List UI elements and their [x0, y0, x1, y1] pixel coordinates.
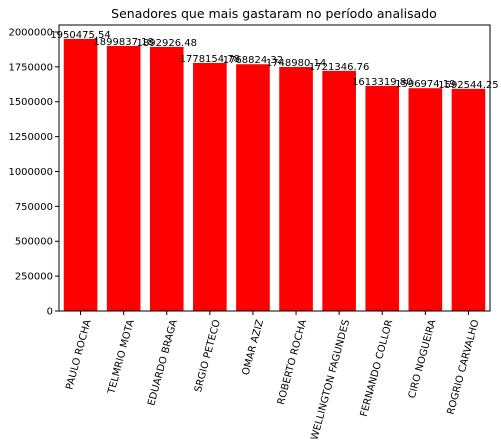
bar [408, 88, 443, 311]
bar [149, 46, 184, 312]
chart-title: Senadores que mais gastaram no período a… [111, 6, 437, 21]
data-label: 1748980.14 [266, 58, 326, 69]
data-label: 1592544.25 [438, 80, 498, 91]
bars-group [63, 38, 486, 312]
y-tick-label: 1250000 [8, 132, 53, 143]
y-tick-label: 1000000 [8, 167, 53, 178]
y-tick-label: 750000 [15, 202, 53, 213]
x-axis: PAULO ROCHA TELMRIO MOTA EDUARDO BRAGA SRGI… [64, 311, 482, 442]
x-tick-label: TELMRIO MOTA [106, 318, 137, 396]
y-tick-label: 250000 [15, 272, 53, 283]
y-axis: 0 250000 500000 750000 1000000 1250000 1500000… [8, 27, 59, 318]
bar [365, 85, 400, 311]
plot-frame [58, 24, 491, 312]
x-tick-label: ROGRIO CARVALHO [446, 318, 482, 415]
x-tick-label: CIRO NOGUEIRA [407, 318, 439, 399]
y-tick-label: 2000000 [8, 27, 53, 38]
x-tick-label: SRGIO PETECO [193, 318, 223, 393]
data-label: 1768824.32 [223, 55, 283, 66]
data-label: 1950475.54 [50, 30, 110, 41]
data-label: 1596974.19 [395, 79, 455, 90]
x-tick-label: EDUARDO BRAGA [146, 318, 180, 407]
x-tick-label: WELLINGTON FAGUNDES [309, 319, 352, 442]
y-tick-label: 500000 [15, 237, 53, 248]
data-label: 1778154.78 [180, 54, 240, 65]
x-tick-label: OMAR AZIZ [241, 318, 266, 376]
y-tick-label: 0 [47, 307, 53, 318]
y-tick-label: 1750000 [8, 62, 53, 73]
x-tick-label: FERNANDO COLLOR [359, 319, 396, 419]
bar [106, 45, 141, 311]
bar [279, 66, 313, 311]
bar [63, 38, 98, 311]
y-tick-label: 1500000 [8, 97, 53, 108]
data-label: 1892926.48 [137, 38, 197, 49]
bar [236, 64, 270, 311]
data-label: 1899837.18 [93, 37, 153, 48]
x-tick-label: PAULO ROCHA [64, 318, 93, 391]
bar [322, 70, 356, 311]
x-tick-label: ROBERTO ROCHA [276, 318, 309, 406]
bar [193, 62, 227, 312]
bar [451, 88, 486, 312]
data-label: 1721346.76 [309, 62, 369, 73]
data-label: 1613319.80 [352, 77, 412, 88]
